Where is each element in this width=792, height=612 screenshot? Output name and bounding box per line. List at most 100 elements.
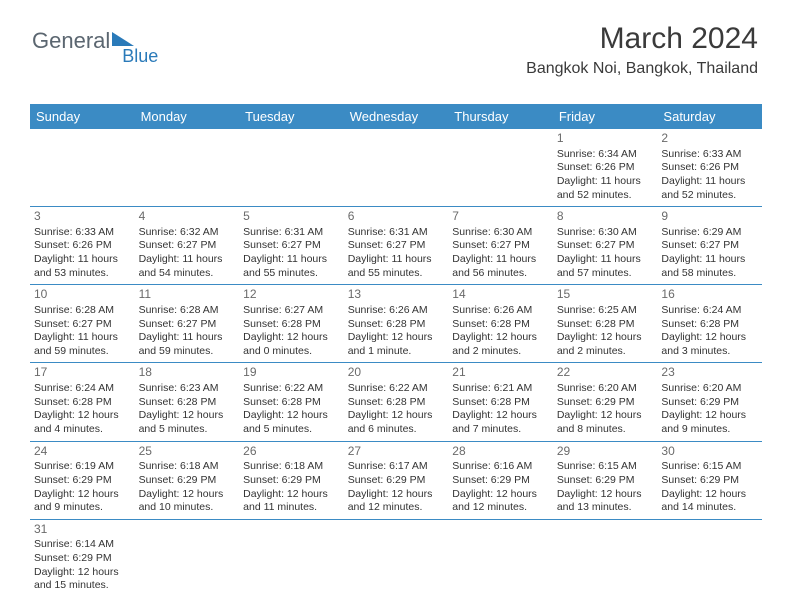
- daylight-line: Daylight: 11 hours and 57 minutes.: [557, 253, 654, 280]
- day-header: Saturday: [657, 104, 762, 129]
- daylight-line: Daylight: 11 hours and 59 minutes.: [34, 331, 131, 358]
- sunset-line: Sunset: 6:27 PM: [34, 318, 131, 332]
- daylight-line: Daylight: 12 hours and 8 minutes.: [557, 409, 654, 436]
- calendar-cell: [30, 129, 135, 207]
- sunrise-line: Sunrise: 6:20 AM: [557, 382, 654, 396]
- daylight-line: Daylight: 12 hours and 2 minutes.: [557, 331, 654, 358]
- calendar-cell: 31Sunrise: 6:14 AMSunset: 6:29 PMDayligh…: [30, 520, 135, 598]
- sunrise-line: Sunrise: 6:17 AM: [348, 460, 445, 474]
- calendar-cell: 3Sunrise: 6:33 AMSunset: 6:26 PMDaylight…: [30, 207, 135, 285]
- logo-text2: Blue: [122, 46, 158, 67]
- calendar-cell: [344, 129, 449, 207]
- page-title: March 2024: [526, 22, 758, 56]
- sunset-line: Sunset: 6:29 PM: [661, 396, 758, 410]
- daylight-line: Daylight: 11 hours and 52 minutes.: [557, 175, 654, 202]
- daylight-line: Daylight: 12 hours and 5 minutes.: [243, 409, 340, 436]
- sunset-line: Sunset: 6:27 PM: [557, 239, 654, 253]
- calendar-cell: 7Sunrise: 6:30 AMSunset: 6:27 PMDaylight…: [448, 207, 553, 285]
- day-number: 12: [243, 287, 340, 303]
- day-number: 17: [34, 365, 131, 381]
- sunrise-line: Sunrise: 6:33 AM: [661, 148, 758, 162]
- day-number: 6: [348, 209, 445, 225]
- calendar-cell: 23Sunrise: 6:20 AMSunset: 6:29 PMDayligh…: [657, 363, 762, 441]
- sunrise-line: Sunrise: 6:21 AM: [452, 382, 549, 396]
- daylight-line: Daylight: 11 hours and 55 minutes.: [243, 253, 340, 280]
- sunset-line: Sunset: 6:29 PM: [139, 474, 236, 488]
- daylight-line: Daylight: 11 hours and 59 minutes.: [139, 331, 236, 358]
- calendar-cell: [239, 129, 344, 207]
- calendar-grid: 1Sunrise: 6:34 AMSunset: 6:26 PMDaylight…: [30, 129, 762, 598]
- day-number: 19: [243, 365, 340, 381]
- daylight-line: Daylight: 11 hours and 54 minutes.: [139, 253, 236, 280]
- sunrise-line: Sunrise: 6:26 AM: [348, 304, 445, 318]
- calendar-cell: [448, 520, 553, 598]
- sunrise-line: Sunrise: 6:34 AM: [557, 148, 654, 162]
- sunset-line: Sunset: 6:28 PM: [243, 318, 340, 332]
- day-number: 22: [557, 365, 654, 381]
- daylight-line: Daylight: 12 hours and 3 minutes.: [661, 331, 758, 358]
- day-number: 27: [348, 444, 445, 460]
- logo-text1: General: [32, 28, 110, 54]
- sunrise-line: Sunrise: 6:23 AM: [139, 382, 236, 396]
- calendar-cell: 1Sunrise: 6:34 AMSunset: 6:26 PMDaylight…: [553, 129, 658, 207]
- sunrise-line: Sunrise: 6:15 AM: [661, 460, 758, 474]
- daylight-line: Daylight: 12 hours and 0 minutes.: [243, 331, 340, 358]
- page-subtitle: Bangkok Noi, Bangkok, Thailand: [526, 60, 758, 78]
- calendar-cell: 28Sunrise: 6:16 AMSunset: 6:29 PMDayligh…: [448, 442, 553, 520]
- daylight-line: Daylight: 12 hours and 10 minutes.: [139, 488, 236, 515]
- sunset-line: Sunset: 6:27 PM: [139, 318, 236, 332]
- sunset-line: Sunset: 6:28 PM: [34, 396, 131, 410]
- day-number: 9: [661, 209, 758, 225]
- sunrise-line: Sunrise: 6:26 AM: [452, 304, 549, 318]
- calendar-cell: [553, 520, 658, 598]
- day-header: Thursday: [448, 104, 553, 129]
- daylight-line: Daylight: 12 hours and 13 minutes.: [557, 488, 654, 515]
- sunrise-line: Sunrise: 6:24 AM: [661, 304, 758, 318]
- calendar-cell: [657, 520, 762, 598]
- daylight-line: Daylight: 12 hours and 5 minutes.: [139, 409, 236, 436]
- calendar-cell: [135, 520, 240, 598]
- sunrise-line: Sunrise: 6:33 AM: [34, 226, 131, 240]
- daylight-line: Daylight: 11 hours and 53 minutes.: [34, 253, 131, 280]
- calendar-cell: 13Sunrise: 6:26 AMSunset: 6:28 PMDayligh…: [344, 285, 449, 363]
- calendar-cell: [135, 129, 240, 207]
- calendar-cell: 19Sunrise: 6:22 AMSunset: 6:28 PMDayligh…: [239, 363, 344, 441]
- sunrise-line: Sunrise: 6:30 AM: [557, 226, 654, 240]
- sunset-line: Sunset: 6:26 PM: [557, 161, 654, 175]
- sunrise-line: Sunrise: 6:19 AM: [34, 460, 131, 474]
- sunset-line: Sunset: 6:27 PM: [243, 239, 340, 253]
- sunrise-line: Sunrise: 6:32 AM: [139, 226, 236, 240]
- calendar-cell: [344, 520, 449, 598]
- day-number: 23: [661, 365, 758, 381]
- sunset-line: Sunset: 6:29 PM: [557, 396, 654, 410]
- day-number: 8: [557, 209, 654, 225]
- sunset-line: Sunset: 6:29 PM: [243, 474, 340, 488]
- calendar-cell: 30Sunrise: 6:15 AMSunset: 6:29 PMDayligh…: [657, 442, 762, 520]
- calendar-cell: 11Sunrise: 6:28 AMSunset: 6:27 PMDayligh…: [135, 285, 240, 363]
- sunset-line: Sunset: 6:28 PM: [243, 396, 340, 410]
- daylight-line: Daylight: 12 hours and 7 minutes.: [452, 409, 549, 436]
- sunrise-line: Sunrise: 6:24 AM: [34, 382, 131, 396]
- day-header: Tuesday: [239, 104, 344, 129]
- sunrise-line: Sunrise: 6:29 AM: [661, 226, 758, 240]
- calendar-cell: 21Sunrise: 6:21 AMSunset: 6:28 PMDayligh…: [448, 363, 553, 441]
- calendar-cell: 10Sunrise: 6:28 AMSunset: 6:27 PMDayligh…: [30, 285, 135, 363]
- sunset-line: Sunset: 6:27 PM: [452, 239, 549, 253]
- sunset-line: Sunset: 6:26 PM: [661, 161, 758, 175]
- calendar-cell: 17Sunrise: 6:24 AMSunset: 6:28 PMDayligh…: [30, 363, 135, 441]
- daylight-line: Daylight: 12 hours and 11 minutes.: [243, 488, 340, 515]
- sunrise-line: Sunrise: 6:25 AM: [557, 304, 654, 318]
- calendar-cell: 8Sunrise: 6:30 AMSunset: 6:27 PMDaylight…: [553, 207, 658, 285]
- sunset-line: Sunset: 6:26 PM: [34, 239, 131, 253]
- sunset-line: Sunset: 6:29 PM: [34, 552, 131, 566]
- sunset-line: Sunset: 6:29 PM: [348, 474, 445, 488]
- daylight-line: Daylight: 12 hours and 9 minutes.: [34, 488, 131, 515]
- calendar-cell: 29Sunrise: 6:15 AMSunset: 6:29 PMDayligh…: [553, 442, 658, 520]
- sunrise-line: Sunrise: 6:31 AM: [243, 226, 340, 240]
- sunrise-line: Sunrise: 6:16 AM: [452, 460, 549, 474]
- calendar-cell: 12Sunrise: 6:27 AMSunset: 6:28 PMDayligh…: [239, 285, 344, 363]
- calendar-cell: 24Sunrise: 6:19 AMSunset: 6:29 PMDayligh…: [30, 442, 135, 520]
- sunrise-line: Sunrise: 6:22 AM: [348, 382, 445, 396]
- day-number: 1: [557, 131, 654, 147]
- logo-triangle-icon: [112, 32, 134, 46]
